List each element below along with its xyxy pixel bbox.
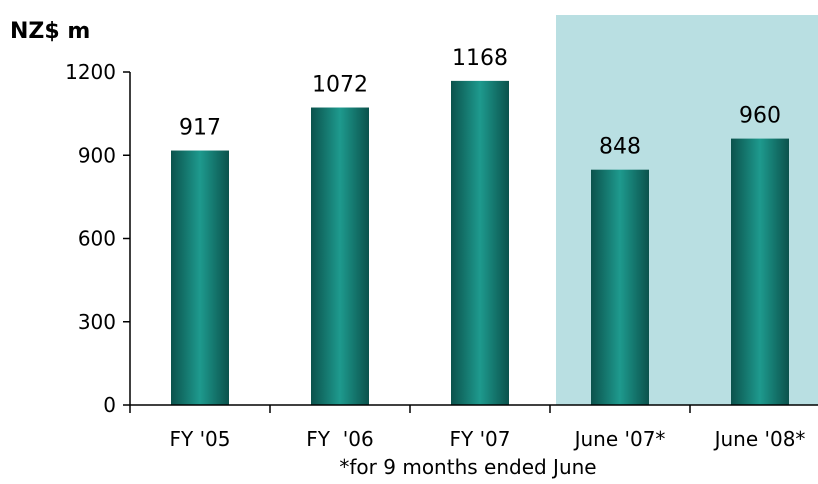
bars-layer [171,80,789,406]
y-tick-label: 600 [78,227,116,251]
footnote: *for 9 months ended June [339,455,596,479]
bar [171,150,229,405]
data-label: 848 [599,135,641,160]
bar [591,169,649,405]
labels-layer: 917 FY '05 1072 FY '06 1168 FY '07 848 June '07… [169,46,805,451]
data-label: 960 [739,104,781,129]
y-tick-label: 0 [103,393,116,417]
y-tick-label: 900 [78,143,116,167]
data-label: 917 [179,116,221,141]
bar [451,80,509,405]
y-axis-unit-label: NZ$ m [10,19,90,44]
data-label: 1072 [312,73,368,98]
category-label: FY '06 [306,427,373,451]
ticks-layer: 0 300 600 900 1200 [65,60,691,417]
category-label: June '08* [713,427,806,451]
y-tick-label: 300 [78,310,116,334]
bar [731,138,789,405]
bar [311,107,369,406]
category-label: FY '07 [449,427,510,451]
category-label: June '07* [573,427,666,451]
y-tick-label: 1200 [65,60,116,84]
data-label: 1168 [452,46,508,71]
category-label: FY '05 [169,427,230,451]
